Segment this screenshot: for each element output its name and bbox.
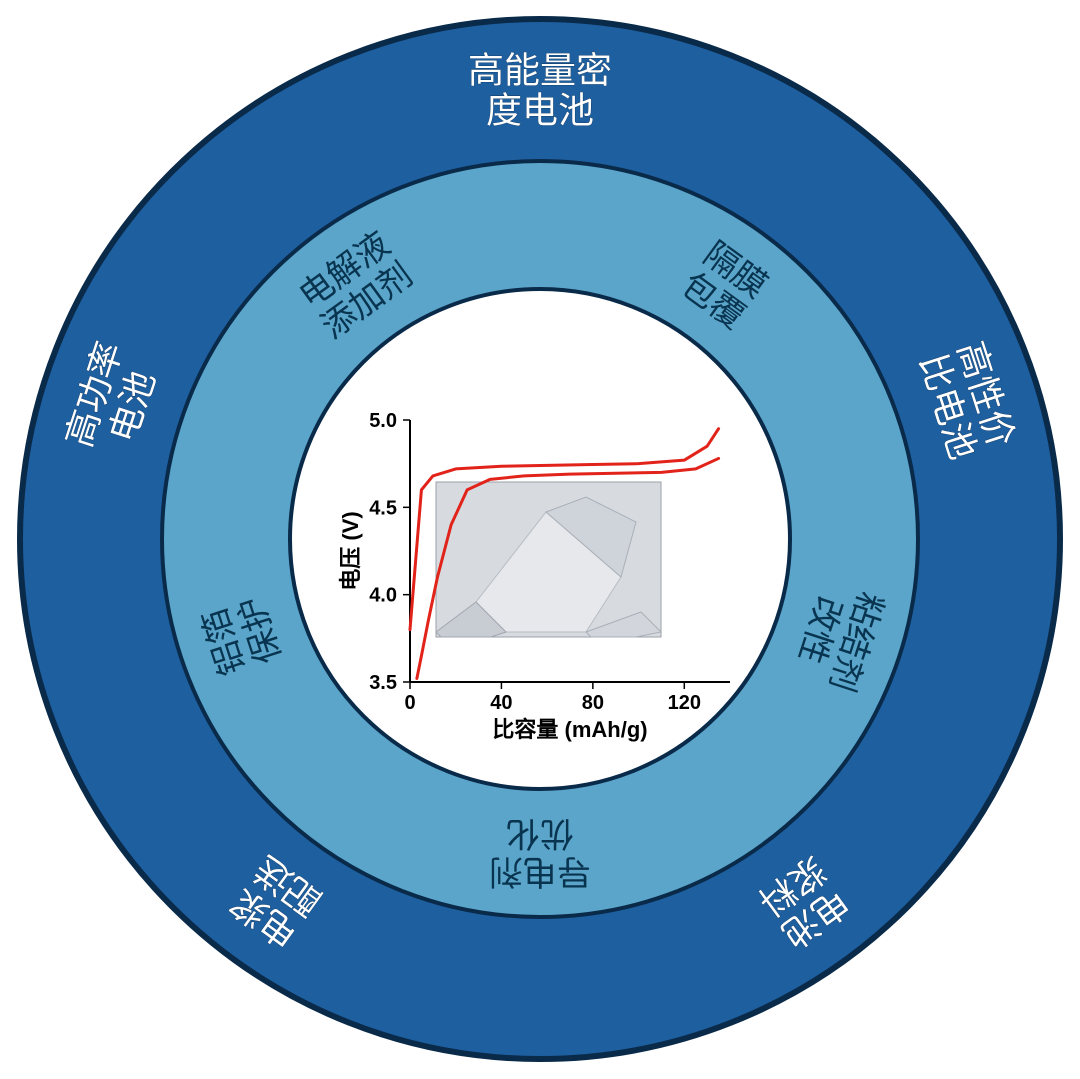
svg-text:度电池: 度电池 — [486, 90, 594, 131]
y-axis-label: 电压 (V) — [338, 511, 363, 590]
x-tick-label: 0 — [404, 692, 415, 714]
svg-text:优化: 优化 — [506, 814, 574, 852]
y-tick-label: 4.0 — [369, 585, 397, 607]
x-tick-label: 40 — [490, 692, 512, 714]
outer-label-0: 高能量密度电池 — [468, 50, 612, 131]
y-tick-label: 4.5 — [369, 497, 397, 519]
svg-text:导电剂: 导电剂 — [489, 852, 591, 890]
x-tick-label: 120 — [668, 692, 701, 714]
concentric-infographic: 高能量密度电池高性价比电池电池浆料电浆配送高功率电池电解液添加剂隔膜包覆粘结剂改… — [0, 0, 1080, 1079]
x-axis-label: 比容量 (mAh/g) — [492, 717, 647, 742]
y-tick-label: 5.0 — [369, 410, 397, 432]
y-tick-label: 3.5 — [369, 672, 397, 694]
svg-text:高能量密: 高能量密 — [468, 50, 612, 91]
x-tick-label: 80 — [582, 692, 604, 714]
